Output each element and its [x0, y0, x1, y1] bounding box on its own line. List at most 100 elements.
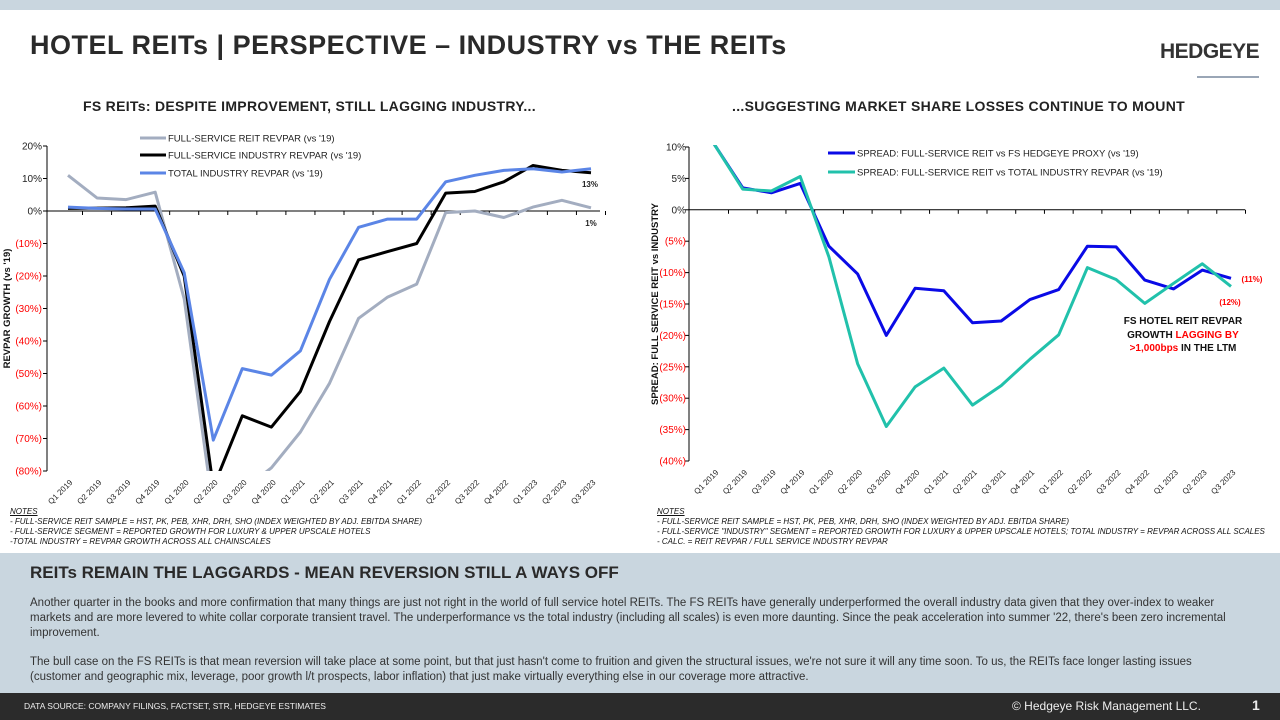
x-tick-label: Q3 2023 — [1209, 468, 1237, 496]
series-line-fs-industry — [67, 164, 592, 471]
x-tick-label: Q1 2019 — [692, 468, 720, 496]
legend-label: TOTAL INDUSTRY REVPAR (vs '19) — [168, 169, 323, 180]
logo-underline — [1197, 76, 1259, 78]
charts-canvas: 20% 10% 0% (10%) (20%) (30%) (40%) (50%) (60%) (7… — [2, 134, 1263, 507]
summary-panel: REITs REMAIN THE LAGGARDS - MEAN REVERSI… — [0, 553, 1280, 693]
x-tick-label: Q2 2023 — [540, 478, 568, 506]
y-tick-label: (20%) — [659, 331, 686, 342]
x-tick-label: Q3 2022 — [453, 478, 481, 506]
x-tick-label: Q3 2020 — [865, 468, 893, 496]
left-chart-title: FS REITs: DESPITE IMPROVEMENT, STILL LAG… — [83, 98, 536, 114]
x-tick-label: Q2 2020 — [836, 468, 864, 496]
footer: DATA SOURCE: COMPANY FILINGS, FACTSET, S… — [0, 693, 1280, 720]
hedgeye-logo: HEDGEYE — [1160, 40, 1260, 63]
y-tick-label: (25%) — [659, 362, 686, 373]
y-axis-label: REVPAR GROWTH (vs '19) — [2, 249, 13, 369]
x-tick-label: Q3 2022 — [1094, 468, 1122, 496]
x-tick-label: Q2 2023 — [1181, 468, 1209, 496]
notes-heading: NOTES — [657, 507, 685, 516]
x-tick-label: Q1 2022 — [395, 478, 423, 506]
copyright: © Hedgeye Risk Management LLC. — [1012, 699, 1201, 713]
note-line: - FULL-SERVICE REIT SAMPLE = HST, PK, PE… — [10, 517, 423, 526]
x-tick-label: Q3 2019 — [104, 478, 132, 506]
x-tick-label: Q1 2023 — [1152, 468, 1180, 496]
legend-label: SPREAD: FULL-SERVICE REIT vs TOTAL INDUS… — [857, 168, 1163, 179]
x-tick-label: Q2 2021 — [951, 468, 979, 496]
top-bar — [0, 0, 1280, 10]
y-tick-label: (30%) — [15, 304, 42, 315]
y-tick-label: 20% — [22, 142, 42, 153]
x-tick-label: Q4 2019 — [134, 478, 162, 506]
x-tick-label: Q2 2020 — [192, 478, 220, 506]
notes-heading: NOTES — [10, 507, 38, 516]
y-tick-label: (70%) — [15, 434, 42, 445]
x-tick-label: Q3 2019 — [750, 468, 778, 496]
y-tick-label: (80%) — [15, 467, 42, 478]
callout-line: GROWTH LAGGING BY — [1127, 330, 1239, 341]
x-tick-label: Q4 2020 — [250, 478, 278, 506]
series-line-spread-proxy — [712, 145, 1232, 337]
page-number: 1 — [1252, 697, 1260, 713]
x-tick-label: Q1 2021 — [279, 478, 307, 506]
x-tick-label: Q4 2021 — [366, 478, 394, 506]
x-tick-label: Q1 2022 — [1037, 468, 1065, 496]
data-label: 13% — [582, 180, 598, 189]
y-tick-label: (5%) — [665, 237, 686, 248]
x-tick-label: Q2 2022 — [424, 478, 452, 506]
callout-line: >1,000bps IN THE LTM — [1130, 343, 1237, 354]
right-chart-notes: NOTES - FULL-SERVICE REIT SAMPLE = HST, … — [657, 507, 1265, 547]
x-tick-label: Q2 2022 — [1066, 468, 1094, 496]
y-tick-label: (10%) — [15, 239, 42, 250]
summary-paragraph-2: The bull case on the FS REITs is that me… — [30, 656, 1192, 683]
legend-label: FULL-SERVICE REIT REVPAR (vs '19) — [168, 134, 335, 145]
x-tick-label: Q4 2021 — [1008, 468, 1036, 496]
note-line: - FULL-SERVICE "INDUSTRY" SEGMENT = REPO… — [657, 527, 1265, 536]
x-tick-label: Q3 2020 — [221, 478, 249, 506]
x-tick-label: Q4 2022 — [482, 478, 510, 506]
y-tick-label: 5% — [672, 174, 687, 185]
note-line: - FULL-SERVICE SEGMENT = REPORTED GROWTH… — [10, 527, 371, 536]
y-tick-label: 10% — [22, 174, 42, 185]
y-tick-label: (15%) — [659, 300, 686, 311]
legend-label: FULL-SERVICE INDUSTRY REVPAR (vs '19) — [168, 151, 361, 162]
right-chart-title: ...SUGGESTING MARKET SHARE LOSSES CONTIN… — [732, 98, 1185, 114]
summary-heading: REITs REMAIN THE LAGGARDS - MEAN REVERSI… — [30, 563, 619, 582]
x-tick-label: Q1 2021 — [922, 468, 950, 496]
series-line-reit — [67, 174, 592, 471]
y-tick-label: (60%) — [15, 402, 42, 413]
data-label: (11%) — [1242, 275, 1263, 284]
y-axis-label: SPREAD: FULL SERVICE REIT vs INDUSTRY — [650, 202, 661, 405]
summary-paragraph-1: Another quarter in the books and more co… — [30, 597, 1226, 639]
y-tick-label: 10% — [666, 143, 686, 154]
x-tick-label: Q4 2020 — [893, 468, 921, 496]
y-tick-label: (40%) — [15, 337, 42, 348]
y-tick-label: (20%) — [15, 272, 42, 283]
data-source: DATA SOURCE: COMPANY FILINGS, FACTSET, S… — [24, 701, 326, 711]
data-label: 1% — [585, 219, 597, 228]
y-tick-label: (50%) — [15, 369, 42, 380]
page-title: HOTEL REITs | PERSPECTIVE – INDUSTRY vs … — [30, 30, 787, 60]
series-line-total-industry — [67, 167, 592, 442]
x-tick-label: Q1 2023 — [511, 478, 539, 506]
data-label: (12%) — [1219, 298, 1241, 307]
x-tick-label: Q2 2019 — [75, 478, 103, 506]
y-tick-label: (35%) — [659, 425, 686, 436]
note-line: - FULL-SERVICE REIT SAMPLE = HST, PK, PE… — [657, 517, 1070, 526]
x-tick-label: Q1 2019 — [46, 478, 74, 506]
note-line: - CALC. = REIT REVPAR / FULL SERVICE IND… — [657, 537, 888, 546]
x-tick-label: Q2 2019 — [721, 468, 749, 496]
x-tick-label: Q3 2021 — [980, 468, 1008, 496]
legend-label: SPREAD: FULL-SERVICE REIT vs FS HEDGEYE … — [857, 149, 1139, 160]
y-tick-label: (10%) — [659, 268, 686, 279]
y-tick-label: (40%) — [659, 457, 686, 468]
note-line: -TOTAL INDUSTRY = REVPAR GROWTH ACROSS A… — [10, 537, 271, 546]
left-chart-notes: NOTES - FULL-SERVICE REIT SAMPLE = HST, … — [10, 507, 422, 547]
y-tick-label: 0% — [28, 207, 43, 218]
y-tick-label: (30%) — [659, 394, 686, 405]
y-tick-label: 0% — [672, 205, 687, 216]
x-tick-label: Q1 2020 — [163, 478, 191, 506]
x-tick-label: Q1 2020 — [807, 468, 835, 496]
series-line-spread-total — [712, 145, 1232, 428]
callout-line: FS HOTEL REIT REVPAR — [1124, 316, 1243, 327]
x-tick-label: Q3 2023 — [569, 478, 597, 506]
